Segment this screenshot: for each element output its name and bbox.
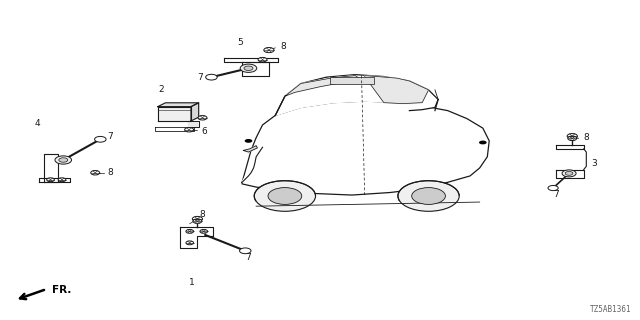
Text: 2: 2 (159, 85, 164, 94)
Polygon shape (556, 145, 584, 149)
Circle shape (479, 140, 486, 144)
Circle shape (192, 216, 202, 221)
Circle shape (565, 172, 573, 175)
Text: 8: 8 (108, 168, 113, 177)
Circle shape (258, 57, 267, 62)
Circle shape (193, 219, 202, 223)
Polygon shape (242, 62, 269, 76)
Circle shape (412, 188, 445, 204)
Circle shape (562, 170, 576, 177)
Text: 7: 7 (246, 253, 252, 262)
Polygon shape (39, 178, 70, 182)
Polygon shape (188, 121, 198, 127)
Circle shape (186, 229, 193, 233)
Circle shape (184, 127, 193, 132)
Polygon shape (242, 138, 275, 182)
Polygon shape (158, 103, 198, 107)
Circle shape (254, 181, 316, 211)
Circle shape (205, 74, 217, 80)
Polygon shape (191, 103, 198, 121)
Text: 7: 7 (197, 73, 203, 82)
Circle shape (244, 66, 253, 70)
Text: 8: 8 (584, 133, 589, 142)
Circle shape (568, 136, 577, 140)
Polygon shape (224, 58, 278, 62)
Text: 7: 7 (554, 190, 559, 199)
Text: 6: 6 (201, 127, 207, 136)
Text: FR.: FR. (52, 285, 71, 295)
Text: 8: 8 (200, 210, 205, 219)
Circle shape (47, 178, 54, 182)
Text: 4: 4 (35, 119, 40, 128)
Text: 3: 3 (592, 159, 598, 168)
Circle shape (198, 116, 207, 120)
Circle shape (239, 248, 251, 254)
Circle shape (91, 171, 100, 175)
Text: 1: 1 (189, 278, 195, 287)
Polygon shape (242, 101, 489, 195)
Polygon shape (285, 76, 362, 96)
Text: 5: 5 (237, 38, 243, 47)
Polygon shape (365, 76, 429, 104)
Polygon shape (556, 170, 584, 178)
Polygon shape (179, 227, 213, 248)
Circle shape (186, 241, 193, 245)
Circle shape (240, 64, 257, 72)
Circle shape (548, 186, 558, 191)
Polygon shape (275, 75, 438, 116)
Polygon shape (243, 146, 257, 152)
Circle shape (268, 188, 301, 204)
Circle shape (200, 229, 207, 233)
Circle shape (95, 136, 106, 142)
Text: 7: 7 (107, 132, 113, 141)
Polygon shape (158, 107, 191, 121)
Text: TZ5AB1361: TZ5AB1361 (590, 305, 632, 314)
Polygon shape (44, 154, 58, 182)
Circle shape (398, 181, 460, 211)
Circle shape (58, 178, 66, 182)
Bar (330, 77, 374, 84)
Circle shape (567, 133, 577, 139)
Circle shape (264, 48, 274, 52)
Text: 8: 8 (280, 42, 286, 52)
Circle shape (55, 156, 72, 164)
Circle shape (59, 158, 68, 162)
Circle shape (244, 139, 252, 143)
